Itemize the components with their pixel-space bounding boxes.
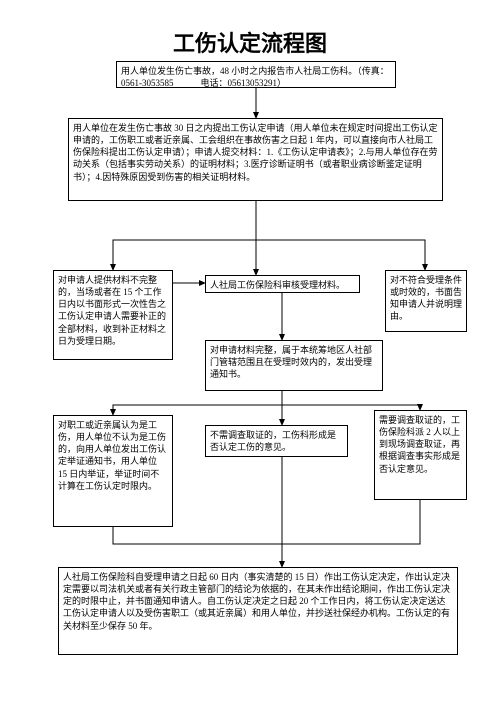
flowchart-title: 工伤认定流程图: [0, 26, 500, 58]
step-review-material: 人社局工伤保险科审核受理材料。: [205, 275, 360, 293]
step-incomplete-material: 对申请人提供材料不完整的，当场或者在 15 个工作日内以书面形式一次性告之工伤认…: [53, 270, 173, 360]
step-accept-issue-notice: 对申请材料完整，属于本统筹地区人社部门管辖范围且在受理时效内的，发出受理通知书。: [205, 340, 383, 391]
step-final-decision: 人社局工伤保险科自受理申请之日起 60 日内（事实清楚的 15 日）作出工伤认定…: [58, 567, 458, 655]
step-submit-application: 用人单位在发生伤亡事故 30 日之内提出工伤认定申请（用人单位未在规定时间提出工…: [68, 118, 443, 201]
step-report-injury: 用人单位发生伤亡事故，48 小时之内报告市人社局工伤科。（传真：0561-305…: [116, 61, 396, 88]
step-reject-ineligible: 对不符合受理条件或时效的，书面告知申请人并说明理由。: [385, 270, 467, 332]
step-employer-proof: 对职工或近亲属认为是工伤，用人单位不认为是工伤的，向用人单位发出工伤认定举证通知…: [53, 415, 173, 527]
step-no-investigation: 不需调查取证的，工伤科形成是否认定工伤的意见。: [205, 425, 348, 457]
step-investigation: 需要调查取证的，工伤保险科派 2 人以上到现场调查取证，再根据调查事实形成是否认…: [374, 410, 467, 500]
